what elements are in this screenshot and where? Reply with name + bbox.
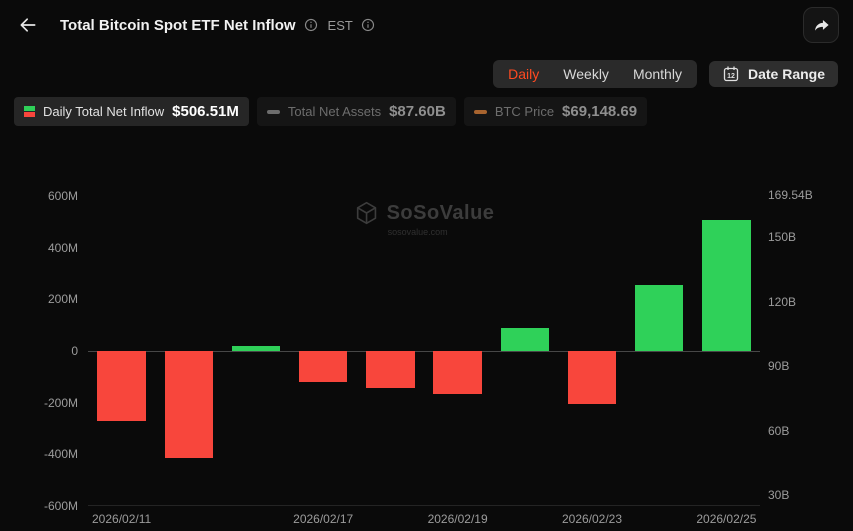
timezone-info-icon[interactable]: [361, 18, 375, 32]
watermark-domain: sosovalue.com: [387, 227, 448, 237]
net-inflow-series-icon: [24, 106, 35, 117]
x-tick: 2026/02/19: [427, 512, 488, 526]
tab-monthly[interactable]: Monthly: [632, 66, 682, 82]
y-left-tick: 600M: [47, 189, 78, 203]
date-range-button[interactable]: 12 Date Range: [708, 61, 838, 87]
y-axis-left: 600M 400M 200M 0 -200M -400M -600M: [8, 189, 78, 513]
bar-2026/02/20[interactable]: [500, 327, 549, 351]
zero-line: [88, 351, 760, 352]
y-right-tick: 30B: [768, 488, 790, 502]
sosovalue-logo-icon: [356, 201, 377, 225]
baseline: [88, 505, 760, 506]
legend: Daily Total Net Inflow $506.51M Total Ne…: [14, 97, 648, 126]
y-right-tick: 150B: [768, 230, 797, 244]
legend-label: BTC Price: [494, 104, 555, 119]
x-tick: 2026/02/23: [561, 512, 623, 526]
timezone-label: EST: [327, 17, 353, 33]
bar-2026/02/17[interactable]: [299, 351, 348, 382]
chart-controls: Daily Weekly Monthly 12 Date Range: [493, 60, 838, 88]
tab-weekly[interactable]: Weekly: [563, 66, 609, 82]
y-left-tick: 200M: [47, 292, 78, 307]
y-left-tick: -200M: [43, 395, 78, 410]
y-left-tick: -400M: [43, 447, 78, 462]
bar-2026/02/13[interactable]: [231, 345, 281, 351]
share-button[interactable]: [803, 7, 839, 43]
watermark: SoSoValue sosovalue.com: [354, 200, 495, 237]
x-tick: 2026/02/11: [92, 512, 152, 526]
bar-2026/02/12[interactable]: [164, 351, 213, 459]
y-left-tick: 400M: [47, 240, 78, 255]
legend-item-btc-price[interactable]: BTC Price $69,148.69: [463, 97, 648, 126]
svg-text:12: 12: [727, 73, 735, 80]
legend-label: Daily Total Net Inflow: [43, 104, 165, 119]
page-title: Total Bitcoin Spot ETF Net Inflow: [60, 16, 296, 34]
back-button[interactable]: [14, 11, 42, 39]
x-axis: 2026/02/11 2026/02/17 2026/02/19 2026/02/23…: [88, 512, 760, 530]
watermark-name: SoSoValue: [386, 201, 495, 224]
date-range-label: Date Range: [747, 66, 825, 82]
share-icon: [814, 19, 829, 31]
x-tick: 2026/02/25: [696, 512, 757, 526]
bar-2026/02/11[interactable]: [97, 351, 146, 421]
y-left-tick: 0: [71, 344, 78, 358]
back-arrow-icon: [20, 18, 36, 32]
period-tab-group: Daily Weekly Monthly: [493, 60, 697, 88]
bar-2026/02/19[interactable]: [433, 351, 482, 394]
bar-2026/02/24[interactable]: [635, 285, 684, 351]
calendar-icon: 12: [723, 66, 739, 82]
btc-price-value: $69,148.69: [562, 103, 638, 120]
y-right-tick: 90B: [768, 359, 790, 373]
net-assets-series-icon: [266, 109, 280, 114]
y-right-tick: 60B: [768, 423, 790, 438]
bar-2026/02/23[interactable]: [567, 351, 617, 404]
net-inflow-value: $506.51M: [172, 103, 239, 120]
legend-label: Total Net Assets: [287, 104, 382, 119]
legend-item-total-net-assets[interactable]: Total Net Assets $87.60B: [256, 97, 456, 126]
title-info-icon[interactable]: [304, 18, 318, 32]
y-left-tick: -600M: [43, 499, 78, 513]
header: Total Bitcoin Spot ETF Net Inflow EST: [0, 0, 853, 50]
legend-item-daily-net-inflow[interactable]: Daily Total Net Inflow $506.51M: [14, 97, 249, 126]
x-tick: 2026/02/17: [293, 512, 354, 526]
bar-2026/02/25[interactable]: [702, 220, 751, 351]
y-axis-right: 169.54B 150B 120B 90B 60B 30B: [768, 188, 848, 506]
tab-daily[interactable]: Daily: [508, 66, 540, 82]
y-right-tick: 169.54B: [768, 188, 813, 202]
y-right-tick: 120B: [768, 294, 797, 309]
plot-area: SoSoValue sosovalue.com: [88, 196, 760, 506]
bar-2026/02/18[interactable]: [366, 351, 415, 389]
net-assets-value: $87.60B: [389, 103, 446, 120]
btc-price-series-icon: [473, 109, 487, 114]
